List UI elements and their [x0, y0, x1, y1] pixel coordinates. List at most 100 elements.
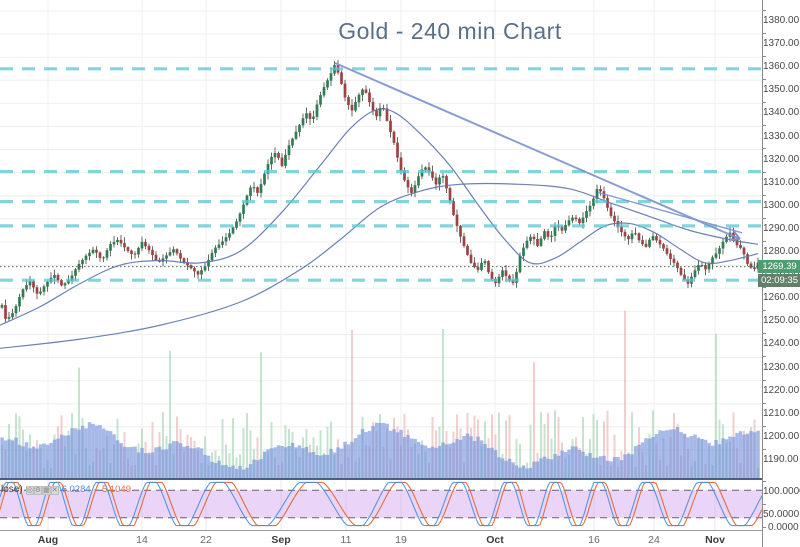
- volume-ma-bar: [147, 453, 151, 480]
- volume-bar: [554, 410, 556, 480]
- price-axis-label: 1280.00: [763, 237, 800, 257]
- volume-ma-bar: [619, 460, 624, 480]
- volume-ma-bar: [511, 462, 515, 480]
- stochastic-panel-canvas[interactable]: [0, 480, 762, 530]
- volume-ma-bar: [353, 438, 358, 480]
- volume-ma-bar: [210, 461, 214, 480]
- volume-ma-bar: [80, 425, 85, 480]
- close-icon[interactable]: ✕: [50, 485, 59, 495]
- volume-ma-bar: [602, 455, 606, 480]
- ma-fast-line[interactable]: [0, 108, 759, 326]
- grid-icon[interactable]: ▦: [42, 485, 51, 495]
- price-axis-label: 1260.00: [763, 283, 800, 303]
- time-axis-label-11: 11: [340, 534, 352, 546]
- volume-bar: [235, 457, 238, 480]
- volume-ma-bar: [395, 432, 400, 480]
- volume-ma-bar: [91, 423, 95, 480]
- volume-ma-bar: [675, 427, 680, 480]
- gear-icon[interactable]: ⚙: [33, 485, 43, 495]
- price-axis-label: 1350.00: [763, 75, 800, 95]
- volume-ma-bar: [378, 423, 382, 480]
- price-axis[interactable]: 1380.00 1370.00 1360.00 1350.00 1340.00 1330.…: [758, 0, 800, 547]
- volume-ma-bar: [283, 447, 288, 480]
- volume-ma-bar: [570, 446, 575, 480]
- trendline-annotation[interactable]: [334, 62, 741, 240]
- volume-ma-bar: [525, 468, 529, 480]
- volume-ma-bar: [185, 446, 190, 480]
- volume-ma-bar: [542, 456, 547, 480]
- volume-ma-bar: [329, 448, 333, 480]
- price-axis-label: 1310.00: [763, 168, 800, 188]
- price-axis-label: 1200.00: [763, 422, 800, 442]
- volume-ma-bar: [143, 453, 148, 480]
- volume-ma-bar: [84, 428, 88, 480]
- volume-ma-bar: [388, 430, 393, 480]
- volume-ma-bar: [255, 460, 260, 480]
- volume-ma-bar: [546, 458, 550, 480]
- volume-ma-bar: [682, 433, 687, 480]
- volume-ma-bar: [63, 435, 67, 480]
- volume-ma-bar: [742, 434, 746, 480]
- volume-ma-bar: [654, 433, 659, 480]
- volume-ma-bar: [112, 434, 116, 480]
- panel-separator[interactable]: [0, 478, 762, 480]
- stochastic-d-value: 5.1049: [101, 483, 131, 495]
- volume-ma-bar: [308, 452, 312, 480]
- volume-ma-bar: [434, 447, 438, 480]
- volume-ma-bar: [539, 458, 543, 480]
- volume-ma-bar: [721, 438, 725, 480]
- volume-ma-bar: [315, 455, 319, 480]
- volume-ma-bar: [595, 457, 599, 480]
- volume-ma-bar: [472, 441, 477, 480]
- volume-ma-bar: [399, 429, 403, 480]
- volume-ma-bar: [105, 430, 109, 480]
- volume-ma-bar: [374, 422, 379, 480]
- volume-ma-bar: [752, 432, 757, 480]
- volume-ma-bar: [217, 460, 221, 480]
- volume-ma-bar: [38, 444, 43, 480]
- volume-ma-bar: [479, 440, 484, 480]
- price-axis-label: 1300.00: [763, 191, 800, 211]
- candle-countdown-badge: 02:09:35: [758, 274, 800, 288]
- volume-bar: [505, 420, 507, 480]
- volume-bar: [256, 437, 259, 480]
- volume-bar: [242, 428, 245, 480]
- volume-ma-bar: [192, 448, 197, 480]
- value-separator: –: [93, 483, 99, 495]
- volume-ma-bar: [73, 428, 78, 480]
- volume-ma-bar: [157, 446, 162, 480]
- volume-ma-bar: [714, 440, 718, 480]
- volume-bar: [319, 430, 322, 480]
- volume-ma-bar: [605, 460, 610, 480]
- ma-slow-line[interactable]: [0, 182, 759, 349]
- volume-bar: [151, 421, 154, 480]
- volume-ma-bar: [409, 438, 414, 480]
- indicator-header: lose) ◎ ⚙ ▦ ✕ 6.0284 – 5.1049: [1, 483, 131, 495]
- volume-ma-bar: [371, 426, 375, 480]
- volume-ma-bar: [647, 438, 652, 480]
- volume-ma-bar: [164, 449, 169, 480]
- volume-ma-bar: [581, 451, 585, 480]
- volume-ma-bar: [637, 444, 641, 480]
- volume-ma-bar: [280, 446, 284, 480]
- volume-ma-bar: [346, 444, 351, 480]
- time-axis-label-22: 22: [200, 534, 212, 546]
- volume-ma-bar: [66, 435, 71, 480]
- volume-ma-bar: [224, 464, 228, 480]
- main-chart-canvas[interactable]: [0, 0, 762, 480]
- volume-ma-bar: [504, 460, 508, 480]
- volume-ma-bar: [304, 446, 309, 480]
- volume-ma-bar: [549, 459, 554, 480]
- price-axis-label: 1370.00: [763, 29, 800, 49]
- volume-ma-bar: [136, 452, 141, 480]
- volume-ma-bar: [364, 432, 368, 480]
- eye-icon[interactable]: ◎: [25, 485, 34, 495]
- volume-ma-bar: [469, 436, 473, 480]
- bullish-candles: [0, 65, 760, 319]
- volume-ma-bar: [273, 447, 277, 480]
- time-axis[interactable]: Aug 14 22 Sep 11 19 Oct 16 24 Nov: [0, 530, 762, 547]
- volume-ma-bar: [630, 454, 634, 480]
- trendline-annotation[interactable]: [597, 191, 743, 234]
- volume-ma-bar: [17, 444, 22, 480]
